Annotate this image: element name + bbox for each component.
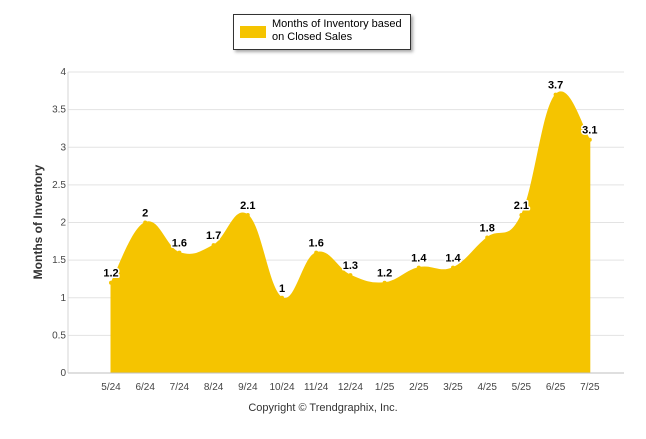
x-tick-label: 2/25 — [409, 382, 429, 393]
x-tick-label: 6/24 — [135, 382, 155, 393]
axes — [67, 72, 624, 374]
y-tick-label: 0 — [60, 368, 66, 379]
y-tick-label: 2.5 — [52, 180, 66, 191]
legend-label: Months of Inventory based on Closed Sale… — [272, 18, 402, 43]
data-point — [382, 280, 387, 285]
data-label: 2.1 — [514, 200, 529, 212]
data-point — [245, 212, 250, 217]
data-label: 2 — [142, 208, 148, 220]
x-tick-labels: 5/24 6/24 7/24 8/24 9/24 10/24 11/24 12/24 1/25 2… — [101, 382, 600, 393]
legend: Months of Inventory based on Closed Sale… — [233, 14, 411, 50]
data-point — [177, 250, 182, 255]
data-label: 1.8 — [480, 223, 495, 235]
data-point — [451, 265, 455, 270]
y-tick-label: 2 — [60, 218, 66, 229]
data-label: 1.2 — [103, 268, 118, 280]
x-tick-label: 5/24 — [101, 382, 121, 393]
data-label: 1.2 — [377, 268, 392, 280]
series-area-path — [110, 91, 591, 374]
data-point — [211, 243, 216, 248]
y-tick-label: 1 — [60, 293, 66, 304]
data-label: 1 — [279, 283, 285, 295]
data-label: 3.1 — [582, 125, 597, 137]
x-tick-label: 12/24 — [338, 382, 363, 393]
data-label: 1.7 — [206, 230, 221, 242]
data-label: 3.7 — [548, 80, 563, 92]
legend-swatch — [240, 26, 266, 38]
y-tick-label: 0.5 — [52, 330, 66, 341]
x-tick-label: 4/25 — [477, 382, 497, 393]
data-point — [109, 280, 113, 285]
x-tick-label: 1/25 — [375, 382, 395, 393]
data-point — [416, 265, 421, 270]
y-tick-label: 1.5 — [52, 255, 66, 266]
x-tick-label: 8/24 — [204, 382, 224, 393]
x-tick-label: 3/25 — [443, 382, 463, 393]
x-tick-label: 11/24 — [304, 382, 329, 393]
data-label: 1.3 — [343, 260, 358, 272]
copyright-footer: Copyright © Trendgraphix, Inc. — [248, 402, 398, 414]
data-label: 1.4 — [411, 253, 427, 265]
data-point — [143, 220, 148, 225]
data-point — [280, 295, 284, 300]
y-tick-label: 3 — [60, 142, 66, 153]
x-tick-label: 5/25 — [512, 382, 532, 393]
data-point — [519, 212, 524, 217]
y-tick-labels: 0 0.5 1 1.5 2 2.5 3 3.5 4 — [52, 67, 66, 379]
data-point — [587, 137, 592, 142]
data-point — [553, 92, 558, 97]
data-point — [348, 273, 353, 278]
y-axis-title: Months of Inventory — [31, 164, 45, 279]
data-label: 2.1 — [240, 200, 255, 212]
x-tick-label: 6/25 — [546, 382, 566, 393]
data-point — [485, 235, 490, 240]
series-area — [109, 91, 592, 374]
y-tick-label: 4 — [60, 67, 66, 78]
data-label: 1.4 — [445, 253, 461, 265]
y-tick-label: 3.5 — [52, 105, 66, 116]
data-point — [314, 250, 319, 255]
x-tick-label: 7/24 — [170, 382, 190, 393]
data-labels: 1.2 2 1.6 1.7 2.1 1 1.6 1.3 1.2 1.4 1.4 1.8 2.1 3.7 3.… — [102, 78, 599, 296]
x-tick-label: 9/24 — [238, 382, 258, 393]
data-label: 1.6 — [309, 238, 324, 250]
x-tick-label: 10/24 — [269, 382, 294, 393]
x-tick-label: 7/25 — [580, 382, 600, 393]
data-label: 1.6 — [172, 238, 187, 250]
